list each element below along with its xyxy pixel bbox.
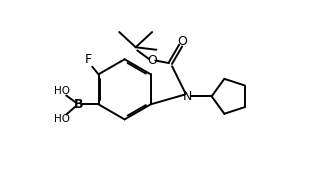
Text: HO: HO bbox=[54, 86, 71, 96]
Text: HO: HO bbox=[54, 114, 71, 124]
Text: F: F bbox=[85, 53, 92, 66]
Text: N: N bbox=[183, 90, 193, 103]
Text: O: O bbox=[147, 54, 157, 67]
Text: O: O bbox=[177, 35, 187, 48]
Text: B: B bbox=[74, 98, 84, 111]
